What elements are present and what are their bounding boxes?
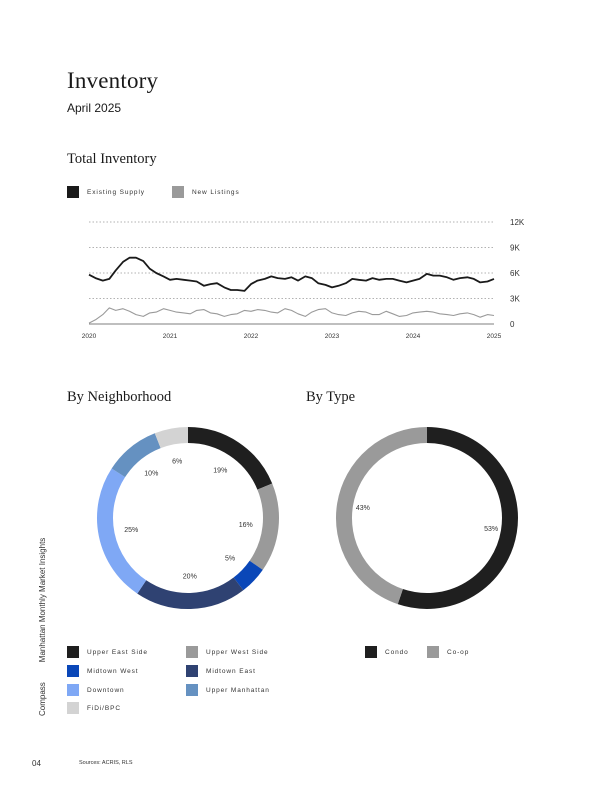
slice-data-label: 20%: [183, 574, 197, 581]
legend-swatch: [67, 702, 79, 714]
type-donut-chart: 53% 43%: [336, 427, 518, 609]
side-publication: Manhattan Monthly Market Insights: [38, 537, 47, 663]
legend-swatch-existing-supply: [67, 186, 79, 198]
x-tick-label: 2025: [487, 333, 502, 340]
slice-data-label: 5%: [225, 556, 235, 563]
y-tick-label: 12K: [510, 218, 525, 227]
neighborhood-donut-chart: 19% 16% 5% 20% 25% 10% 6%: [97, 427, 279, 609]
slice-condo: [397, 427, 518, 609]
slice-co-op: [336, 427, 428, 605]
legend-label: Downtown: [87, 686, 125, 694]
legend-swatch: [186, 665, 198, 677]
by-neighborhood-title: By Neighborhood: [67, 389, 172, 405]
slice-data-label: 10%: [144, 471, 158, 478]
legend-swatch-new-listings: [171, 186, 184, 198]
legend-label: Upper Manhattan: [206, 686, 270, 694]
page-subtitle: April 2025: [67, 101, 122, 115]
legend-label: Midtown West: [87, 667, 139, 675]
slice-data-label: 6%: [172, 459, 182, 466]
side-brand: Compass: [38, 682, 47, 716]
legend-swatch: [427, 646, 439, 658]
legend-item-downtown: Downtown: [67, 684, 125, 696]
legend-swatch: [67, 684, 79, 696]
legend-label: Upper East Side: [87, 648, 148, 656]
legend-label: Upper West Side: [206, 648, 269, 656]
x-tick-label: 2024: [406, 333, 421, 340]
x-tick-label: 2021: [163, 333, 178, 340]
slice-midtown-east: [137, 577, 244, 609]
y-tick-label: 0: [510, 320, 515, 329]
legend-item-midtown-west: Midtown West: [67, 665, 139, 677]
slice-upper-east-side: [187, 427, 273, 490]
slice-downtown: [97, 468, 147, 594]
x-tick-label: 2023: [325, 333, 340, 340]
page-title: Inventory: [67, 68, 159, 93]
y-tick-label: 9K: [510, 244, 520, 253]
y-tick-label: 3K: [510, 295, 520, 304]
legend-label-existing-supply: Existing Supply: [87, 188, 145, 196]
legend-item-upper-west-side: Upper West Side: [186, 646, 269, 658]
y-tick-label: 6K: [510, 269, 520, 278]
x-tick-label: 2020: [82, 333, 97, 340]
legend-label: Condo: [385, 648, 409, 656]
total-inventory-chart: 0 3K 6K 9K 12K 2020 2021 2022 2023 2024 2025: [82, 218, 525, 340]
x-tick-label: 2022: [244, 333, 259, 340]
existing-supply-line: [88, 256, 495, 292]
slice-data-label: 16%: [239, 522, 253, 529]
legend-swatch: [67, 665, 79, 677]
slice-data-label: 43%: [356, 505, 370, 512]
legend-swatch: [365, 646, 377, 658]
slice-data-label: 19%: [213, 467, 227, 474]
legend-item-condo: Condo: [365, 646, 409, 658]
slice-upper-west-side: [249, 483, 279, 570]
slice-data-label: 25%: [124, 527, 138, 534]
line-legend: Existing Supply New Listings: [67, 186, 240, 198]
legend-swatch: [67, 646, 79, 658]
slice-fidi-bpc: [154, 427, 189, 449]
page-number: 04: [32, 759, 41, 768]
legend-item-upper-east-side: Upper East Side: [67, 646, 148, 658]
legend-label-new-listings: New Listings: [191, 188, 240, 196]
legend-item-midtown-east: Midtown East: [186, 665, 256, 677]
legend-item-co-op: Co-op: [427, 646, 469, 658]
legend-swatch: [186, 646, 198, 658]
legend-item-upper-manhattan: Upper Manhattan: [186, 684, 270, 696]
new-listings-line: [88, 307, 495, 324]
by-type-title: By Type: [306, 389, 356, 405]
slice-data-label: 53%: [484, 526, 498, 533]
legend-label: Midtown East: [206, 667, 256, 675]
legend-label: FiDi/BPC: [87, 704, 121, 712]
slice-upper-manhattan: [111, 433, 161, 478]
sources-note: Sources: ACRIS, RLS: [79, 760, 133, 766]
legend-item-fidi-bpc: FiDi/BPC: [67, 702, 121, 714]
legend-swatch: [186, 684, 198, 696]
slice-midtown-west: [233, 560, 263, 591]
total-inventory-title: Total Inventory: [67, 151, 157, 167]
legend-label: Co-op: [447, 648, 470, 656]
side-footer-text: Compass Manhattan Monthly Market Insights: [38, 538, 47, 716]
